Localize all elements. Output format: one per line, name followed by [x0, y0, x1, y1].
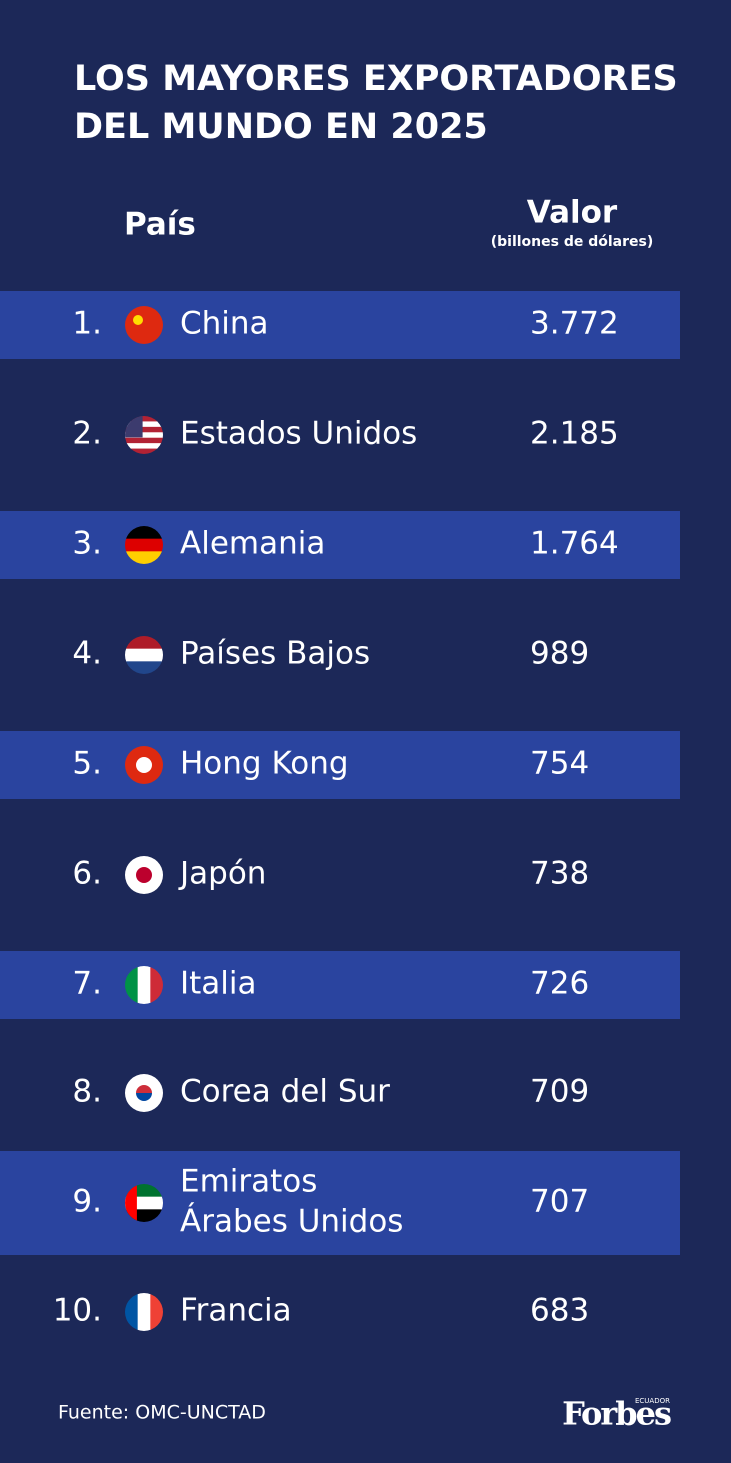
column-unit: (billones de dólares): [491, 234, 654, 250]
country: Países Bajos: [180, 636, 370, 672]
flag-band: [125, 443, 163, 450]
country: Estados Unidos: [180, 416, 417, 452]
flag: [125, 1074, 163, 1112]
flag-band: [125, 437, 163, 444]
table-body: 1. China 3.772 2. Estados Unidos 2.185 3. Alema…: [0, 291, 680, 1331]
title-line: DEL MUNDO EN 2025: [74, 107, 488, 147]
row-highlight: [0, 731, 680, 799]
title-line: LOS MAYORES EXPORTADORES: [74, 59, 678, 99]
flag-band: [125, 538, 163, 552]
flag: [125, 526, 163, 564]
column-header: País: [124, 207, 196, 243]
country: Alemania: [180, 526, 325, 562]
source: Fuente: OMC-UNCTAD: [58, 1402, 266, 1424]
flag: [125, 1293, 163, 1331]
rank: 6.: [72, 856, 102, 892]
flag-star: [133, 315, 143, 325]
value: 3.772: [530, 306, 619, 342]
country: Emiratos: [180, 1164, 317, 1200]
country: Francia: [180, 1293, 292, 1329]
rank: 10.: [53, 1293, 102, 1329]
flag: [125, 636, 163, 674]
flag-disc: [136, 867, 152, 883]
flag-band: [125, 648, 163, 662]
flag-band: [125, 448, 163, 454]
flag-band: [125, 421, 163, 428]
value: 707: [530, 1184, 589, 1220]
flag: [125, 306, 163, 344]
rank: 7.: [72, 966, 102, 1002]
country: Corea del Sur: [180, 1074, 390, 1110]
flag-band: [125, 306, 163, 344]
value: 738: [530, 856, 589, 892]
value: 1.764: [530, 526, 619, 562]
rank: 3.: [72, 526, 102, 562]
flag-band: [125, 1184, 137, 1222]
flag-band: [125, 636, 163, 650]
column-header: Valor: [527, 195, 618, 231]
country: Italia: [180, 966, 257, 1002]
rank: 8.: [72, 1074, 102, 1110]
flag-band: [125, 966, 139, 1004]
flag-flower: [136, 757, 152, 773]
flag: [125, 416, 163, 454]
flag-taeguk: [136, 1085, 152, 1093]
value: 683: [530, 1293, 589, 1329]
rank: 1.: [72, 306, 102, 342]
flag-band: [150, 966, 163, 1004]
value: 709: [530, 1074, 589, 1110]
row-highlight: [0, 1151, 680, 1255]
flag-band: [125, 551, 163, 564]
flag-band: [125, 432, 163, 439]
flag-band: [125, 416, 163, 422]
row-highlight: [0, 291, 680, 359]
value: 754: [530, 746, 589, 782]
rank: 2.: [72, 416, 102, 452]
logo: Forbes: [562, 1395, 671, 1433]
logo-sub: ECUADOR: [635, 1397, 670, 1405]
flag-taeguk: [136, 1093, 152, 1101]
country: Hong Kong: [180, 746, 349, 782]
rank: 9.: [72, 1184, 102, 1220]
value: 989: [530, 636, 589, 672]
flag-band: [125, 1293, 139, 1331]
flag-band: [125, 526, 163, 540]
value: 2.185: [530, 416, 619, 452]
row-highlight: [0, 951, 680, 1019]
flag-band: [137, 1293, 151, 1331]
flag: [125, 1184, 163, 1222]
value: 726: [530, 966, 589, 1002]
country: Árabes Unidos: [180, 1204, 403, 1240]
flag-band: [150, 1293, 163, 1331]
rank: 5.: [72, 746, 102, 782]
flag-band: [125, 661, 163, 674]
flag: [125, 856, 163, 894]
row-highlight: [0, 511, 680, 579]
country: China: [180, 306, 269, 342]
rank: 4.: [72, 636, 102, 672]
flag-band: [137, 966, 151, 1004]
flag-band: [125, 426, 163, 433]
flag: [125, 966, 163, 1004]
flag: [125, 746, 163, 784]
country: Japón: [178, 856, 266, 892]
